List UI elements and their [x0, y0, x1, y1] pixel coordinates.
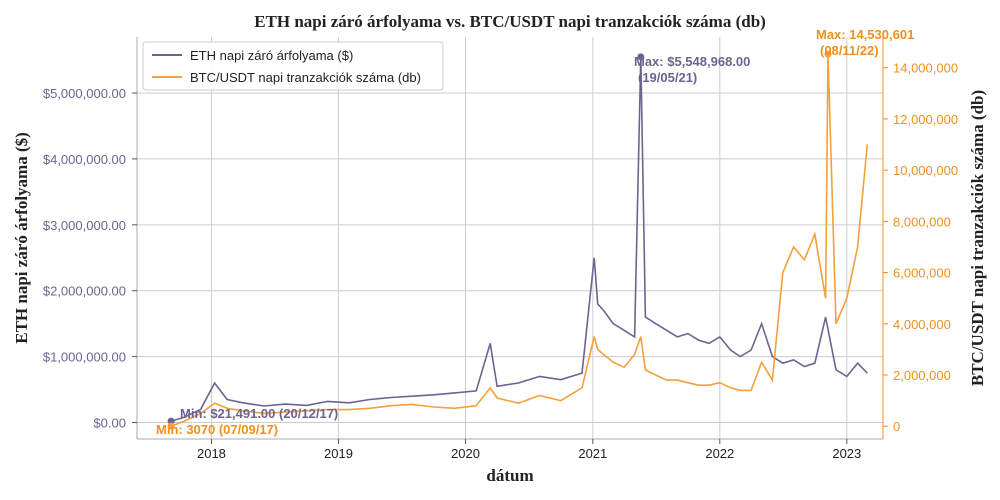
btc-series-line — [170, 54, 869, 427]
left-axis-label: ETH napi záró árfolyama ($) — [12, 132, 31, 344]
x-tick-label: 2021 — [578, 446, 607, 461]
right-tick-label: 10,000,000 — [893, 163, 958, 178]
eth-max-date-annotation: (19/05/21) — [638, 70, 697, 85]
y-grid — [137, 92, 883, 424]
x-tick-labels: 2018 2019 2020 2021 2022 2023 — [197, 439, 861, 461]
legend-btc-label: BTC/USDT napi tranzakciók száma (db) — [190, 70, 421, 85]
legend: ETH napi záró árfolyama ($) BTC/USDT nap… — [142, 41, 444, 91]
right-tick-labels: 0 2,000,000 4,000,000 6,000,000 8,000,000 10,… — [883, 61, 958, 434]
x-axis-label: dátum — [486, 466, 533, 485]
chart-title: ETH napi záró árfolyama vs. BTC/USDT nap… — [254, 12, 766, 31]
x-grid — [210, 37, 848, 439]
x-tick-label: 2020 — [451, 446, 480, 461]
left-tick-label: $4,000,000.00 — [43, 152, 126, 167]
left-tick-label: $0.00 — [93, 416, 126, 431]
left-tick-label: $2,000,000.00 — [43, 284, 126, 299]
right-tick-label: 0 — [893, 419, 900, 434]
extreme-markers — [167, 50, 832, 430]
left-tick-label: $1,000,000.00 — [43, 350, 126, 365]
btc-max-annotation: Max: 14,530,601 — [816, 27, 914, 42]
left-tick-label: $5,000,000.00 — [43, 86, 126, 101]
btc-min-annotation: Min: 3070 (07/09/17) — [156, 422, 278, 437]
left-tick-label: $3,000,000.00 — [43, 218, 126, 233]
btc-min-marker — [167, 422, 175, 430]
eth-min-annotation: Min: $21,491.00 (20/12/17) — [180, 406, 338, 421]
eth-series-line — [170, 56, 868, 422]
eth-max-marker — [637, 53, 645, 61]
right-tick-label: 2,000,000 — [893, 368, 951, 383]
x-tick-label: 2023 — [832, 446, 861, 461]
right-tick-label: 6,000,000 — [893, 266, 951, 281]
right-tick-label: 8,000,000 — [893, 214, 951, 229]
x-tick-label: 2022 — [705, 446, 734, 461]
legend-box — [142, 41, 444, 91]
right-tick-label: 4,000,000 — [893, 317, 951, 332]
btc-max-marker — [824, 50, 832, 58]
right-tick-label: 12,000,000 — [893, 112, 958, 127]
eth-min-marker — [167, 417, 175, 425]
x-tick-label: 2019 — [324, 446, 353, 461]
right-axis-label: BTC/USDT napi tranzakciók száma (db) — [968, 90, 987, 386]
eth-max-annotation: Max: $5,548,968.00 — [634, 54, 750, 69]
legend-eth-label: ETH napi záró árfolyama ($) — [190, 48, 353, 63]
right-tick-label: 14,000,000 — [893, 61, 958, 76]
btc-max-date-annotation: (08/11/22) — [820, 43, 879, 58]
x-tick-label: 2018 — [197, 446, 226, 461]
left-tick-labels: $0.00 $1,000,000.00 $2,000,000.00 $3,000,00… — [43, 86, 137, 431]
